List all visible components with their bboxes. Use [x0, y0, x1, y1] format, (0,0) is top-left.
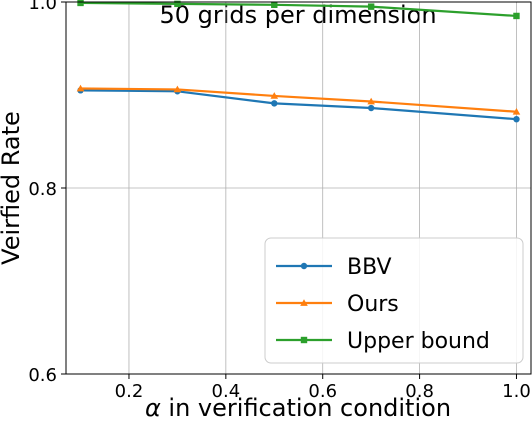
legend-item-bbv: BBV [276, 255, 392, 280]
data-point-bbv [271, 100, 278, 107]
legend-item-ours: Ours [276, 292, 399, 317]
data-point-upper-bound [77, 0, 84, 7]
legend-swatch-marker [300, 336, 308, 344]
x-axis-label: α in verification condition [145, 394, 451, 422]
data-point-ours [76, 84, 85, 92]
data-point-upper-bound [513, 12, 520, 20]
legend-label: Upper bound [347, 329, 490, 354]
legend-swatch-marker [300, 299, 308, 306]
data-point-bbv [367, 104, 375, 112]
series-bbv [77, 87, 520, 123]
x-tick-label: 0.2 [115, 381, 144, 402]
data-point-upper-bound [271, 1, 278, 8]
legend-swatch-marker [300, 262, 308, 270]
legend-item-upper-bound: Upper bound [276, 329, 490, 354]
legend-label: BBV [347, 255, 392, 280]
series-ours [76, 84, 521, 115]
x-tick-label: 0.4 [212, 381, 241, 402]
x-axis-label-text: in verification condition [161, 394, 451, 422]
legend: BBV Ours Upper bound [264, 237, 524, 364]
series-layer [76, 0, 521, 123]
data-point-upper-bound [367, 3, 375, 10]
data-point-ours [270, 92, 279, 99]
x-axis-ticks: 0.2 0.4 0.6 0.8 1.0 [115, 374, 531, 402]
y-axis-label: Veirfied Rate [0, 111, 25, 265]
data-point-ours [367, 97, 375, 105]
series-upper-bound [77, 0, 520, 20]
x-axis-label-symbol: α [145, 394, 161, 422]
data-point-ours [512, 107, 521, 115]
x-tick-label: 0.8 [405, 381, 434, 402]
y-tick-label: 0.8 [28, 179, 57, 200]
data-point-upper-bound [174, 0, 181, 8]
x-tick-label: 0.6 [308, 381, 337, 402]
y-tick-label: 0.6 [28, 365, 57, 386]
series-line-bbv [80, 89, 517, 121]
x-tick-label: 1.0 [502, 381, 531, 402]
data-point-ours [173, 85, 182, 93]
data-point-bbv [513, 115, 520, 123]
legend-box [264, 237, 524, 364]
legend-label: Ours [347, 292, 399, 317]
y-axis-ticks: 0.6 0.8 1.0 [28, 0, 66, 386]
y-tick-label: 1.0 [28, 0, 57, 14]
